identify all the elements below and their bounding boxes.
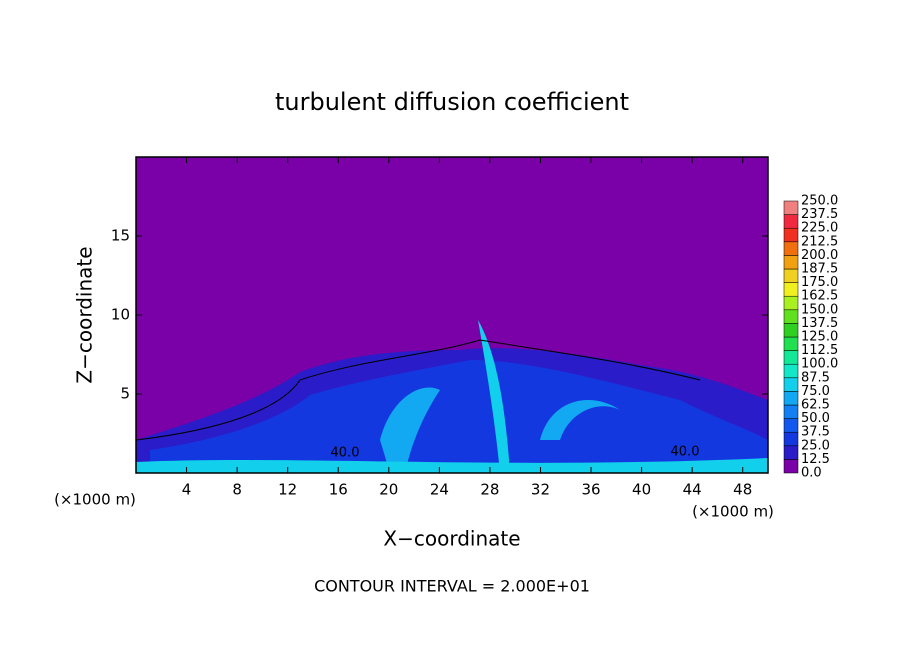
colorbar-label: 62.5: [801, 398, 830, 413]
x-tick-label: 28: [480, 481, 499, 499]
colorbar-box: [783, 459, 799, 474]
colorbar-box: [783, 431, 799, 447]
colorbar-label: 50.0: [801, 411, 830, 426]
colorbar-box: [783, 350, 799, 365]
colorbar-label: 125.0: [801, 330, 838, 345]
colorbar-box: [783, 404, 799, 419]
colorbar-label: 25.0: [801, 438, 830, 453]
x-unit: (×1000 m): [54, 491, 136, 509]
field-region: [540, 400, 620, 440]
y-axis-label: Z−coordinate: [73, 246, 97, 383]
colorbar-box: [783, 309, 799, 324]
colorbar-label: 225.0: [801, 221, 838, 236]
contour-label: 40.0: [671, 445, 700, 460]
colorbar-box: [783, 227, 799, 243]
x-tick-label: 16: [329, 481, 348, 499]
x-tick-label: 4: [182, 481, 192, 499]
y-tick-label: 5: [120, 385, 130, 403]
colorbar-label: 212.5: [801, 234, 838, 249]
colorbar-label: 12.5: [801, 452, 830, 467]
colorbar-label: 137.5: [801, 316, 838, 331]
colorbar-label: 75.0: [801, 384, 830, 399]
colorbar-box: [783, 377, 799, 392]
x-tick-label: 40: [632, 481, 651, 499]
field: [136, 320, 768, 473]
x-tick-label: 32: [531, 481, 550, 499]
colorbar-box: [783, 295, 799, 311]
contour-line: [136, 339, 701, 441]
colorbar-label: 237.5: [801, 207, 838, 222]
x-tick-label: 36: [581, 481, 600, 499]
x-tick-label: 24: [430, 481, 449, 499]
x-tick-label: 8: [232, 481, 242, 499]
colorbar-box: [783, 282, 799, 297]
field-region: [150, 360, 768, 473]
field-region: [478, 320, 510, 473]
colorbar-box: [783, 363, 799, 379]
colorbar-label: 250.0: [801, 194, 838, 209]
footer-note: CONTOUR INTERVAL = 2.000E+01: [314, 577, 590, 596]
x-axis-label: X−coordinate: [383, 527, 520, 551]
contour-label: 40.0: [331, 446, 360, 461]
x-unit: (×1000 m): [692, 503, 774, 521]
y-tick-label: 15: [111, 227, 130, 245]
colorbar-box: [783, 200, 799, 215]
x-tick-label: 44: [683, 481, 702, 499]
colorbar-box: [783, 336, 799, 351]
chart-title: turbulent diffusion coefficient: [275, 88, 629, 116]
colorbar-label: 150.0: [801, 302, 838, 317]
colorbar-box: [783, 445, 799, 460]
colorbar-label: 200.0: [801, 248, 838, 263]
y-tick-label: 10: [111, 306, 130, 324]
colorbar-label: 175.0: [801, 275, 838, 290]
colorbar-label: 162.5: [801, 289, 838, 304]
colorbar-label: 100.0: [801, 357, 838, 372]
colorbar-label: 187.5: [801, 262, 838, 277]
colorbar-box: [783, 255, 799, 270]
x-tick-label: 12: [278, 481, 297, 499]
x-tick-label: 48: [733, 481, 752, 499]
colorbar-label: 37.5: [801, 425, 830, 440]
field-region: [136, 458, 768, 473]
colorbar-label: 87.5: [801, 370, 830, 385]
x-tick-label: 20: [379, 481, 398, 499]
colorbar-box: [783, 323, 799, 338]
field-region: [380, 387, 440, 473]
colorbar-label: 112.5: [801, 343, 838, 358]
colorbar-box: [783, 268, 799, 283]
colorbar-box: [783, 241, 799, 256]
colorbar-box: [783, 418, 799, 433]
colorbar-box: [783, 391, 799, 406]
colorbar-box: [783, 214, 799, 229]
colorbar-label: 0.0: [801, 466, 822, 481]
